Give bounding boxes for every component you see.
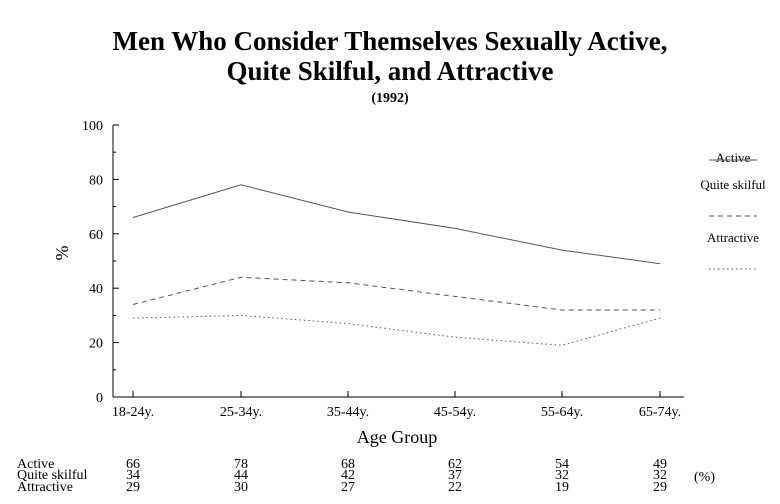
table-cell: 44 xyxy=(234,468,248,483)
table-cell: 32 xyxy=(653,468,667,483)
legend-label: Quite skilful xyxy=(700,177,766,192)
series-line-1 xyxy=(132,184,661,265)
table-cell: 66 xyxy=(126,457,140,472)
table-cell: 19 xyxy=(555,480,569,495)
data-table: Active 66 78 68 62 54 49 Quite skilful 34 44 42 37 3… xyxy=(17,457,715,495)
plot-axes: 0 20 40 60 80 100 18-24y. 25-34y. 35-44y. 45-54y.… xyxy=(82,119,684,420)
chart-title-line-2: Quite Skilful, and Attractive xyxy=(226,56,553,86)
table-cell: 29 xyxy=(126,480,140,495)
y-tick-label: 40 xyxy=(89,282,103,297)
table-cell: 37 xyxy=(448,468,462,483)
y-axis-label: % xyxy=(52,246,72,261)
series-line-2 xyxy=(132,276,660,311)
series-line-3 xyxy=(132,314,661,346)
table-cell: 30 xyxy=(234,480,248,495)
table-cell: 34 xyxy=(126,468,140,483)
table-row-label: Attractive xyxy=(17,480,73,495)
table-cell: 78 xyxy=(234,457,248,472)
chart-subtitle: (1992) xyxy=(371,91,409,106)
table-cell: 27 xyxy=(341,480,355,495)
table-row-label: Active xyxy=(17,457,54,472)
y-tick-label: 80 xyxy=(89,173,103,188)
legend-label: Attractive xyxy=(707,230,759,245)
table-cell: 54 xyxy=(555,457,569,472)
y-tick-label: 100 xyxy=(82,119,103,134)
x-tick-label: 18-24y. xyxy=(112,405,154,420)
x-tick-label: 65-74y. xyxy=(639,405,681,420)
table-cell: 29 xyxy=(653,480,667,495)
table-unit: (%) xyxy=(694,470,715,485)
table-row-label: Quite skilful xyxy=(17,468,87,483)
table-cell: 32 xyxy=(555,468,569,483)
x-axis-label: Age Group xyxy=(357,427,437,447)
y-tick-label: 0 xyxy=(96,391,103,406)
legend-label: Active xyxy=(716,150,751,165)
x-tick-label: 45-54y. xyxy=(434,405,476,420)
table-cell: 62 xyxy=(448,457,462,472)
table-cell: 49 xyxy=(653,457,667,472)
y-tick-label: 20 xyxy=(89,337,103,352)
y-tick-label: 60 xyxy=(89,228,103,243)
chart-title-line-1: Men Who Consider Themselves Sexually Act… xyxy=(112,26,667,56)
x-tick-label: 35-44y. xyxy=(327,405,369,420)
series-layer xyxy=(132,184,661,346)
table-cell: 68 xyxy=(341,457,355,472)
x-tick-label: 55-64y. xyxy=(541,405,583,420)
x-tick-label: 25-34y. xyxy=(220,405,262,420)
table-cell: 42 xyxy=(341,468,355,483)
legend: Active Quite skilful Attractive xyxy=(700,150,766,270)
table-cell: 22 xyxy=(448,480,462,495)
